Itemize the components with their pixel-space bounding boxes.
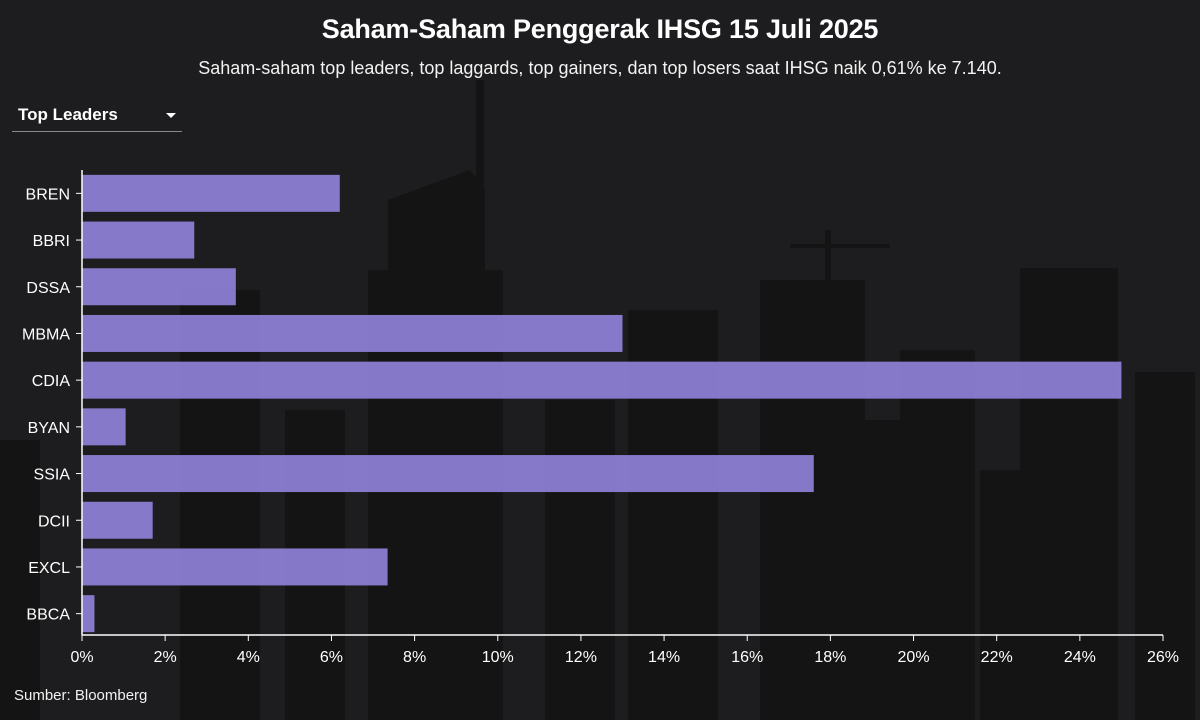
x-tick-label: 8% (403, 649, 426, 666)
bar-bbca (82, 595, 95, 633)
y-tick-label: BYAN (28, 420, 70, 437)
source-note: Sumber: Bloomberg (14, 687, 148, 704)
x-tick-label: 24% (1064, 649, 1096, 666)
bar-bbri (82, 221, 195, 259)
y-tick-label: MBMA (22, 326, 70, 343)
bar-excl (82, 548, 388, 586)
y-tick-label: CDIA (32, 373, 71, 390)
x-tick-label: 12% (565, 649, 597, 666)
bar-dssa (82, 268, 236, 306)
x-tick-label: 16% (731, 649, 763, 666)
y-tick-label: EXCL (28, 560, 70, 577)
y-tick-label: BBRI (33, 233, 70, 250)
y-tick-label: SSIA (34, 467, 71, 484)
y-tick-label: BBCA (26, 607, 70, 624)
x-tick-label: 2% (154, 649, 177, 666)
dropdown-selected-label: Top Leaders (18, 105, 118, 124)
y-tick-label: DCII (38, 513, 70, 530)
bar-ssia (82, 455, 814, 493)
bar-mbma (82, 314, 623, 352)
chart-title: Saham-Saham Penggerak IHSG 15 Juli 2025 (321, 14, 879, 44)
category-dropdown[interactable]: Top Leaders (12, 101, 182, 132)
bar-byan (82, 408, 126, 446)
x-tick-label: 20% (898, 649, 930, 666)
x-tick-label: 22% (981, 649, 1013, 666)
x-tick-label: 18% (814, 649, 846, 666)
bar-chart: BREN BBRI DSSA MBMA CDIA BYAN SSIA DCII EXCL BBCA… (22, 170, 1179, 666)
y-tick-label: BREN (26, 186, 70, 203)
bar-cdia (82, 361, 1122, 399)
y-tick-label: DSSA (26, 280, 70, 297)
x-tick-label: 0% (70, 649, 93, 666)
chevron-down-icon (166, 113, 176, 118)
x-tick-label: 14% (648, 649, 680, 666)
bar-bren (82, 174, 340, 212)
x-tick-label: 6% (320, 649, 343, 666)
bar-dcii (82, 501, 153, 539)
x-tick-label: 4% (237, 649, 260, 666)
chart-subtitle: Saham-saham top leaders, top laggards, t… (198, 58, 1002, 78)
x-tick-label: 10% (482, 649, 514, 666)
x-tick-label: 26% (1147, 649, 1179, 666)
